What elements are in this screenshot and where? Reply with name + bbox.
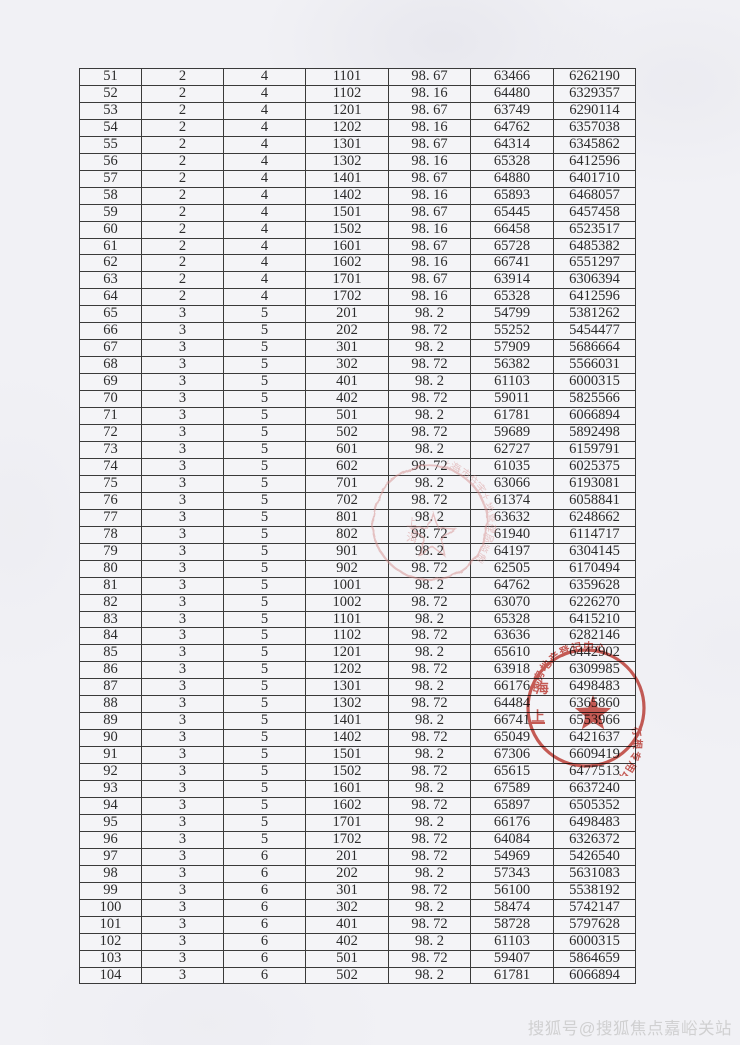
- svg-text:上: 上: [406, 516, 418, 529]
- svg-text:上: 上: [531, 709, 545, 724]
- svg-text:市房地产登记中心: 市房地产登记中心: [528, 640, 608, 694]
- svg-text:上海市住宅土地管理局监制: 上海市住宅土地管理局监制: [440, 458, 497, 565]
- svg-text:海: 海: [406, 530, 418, 544]
